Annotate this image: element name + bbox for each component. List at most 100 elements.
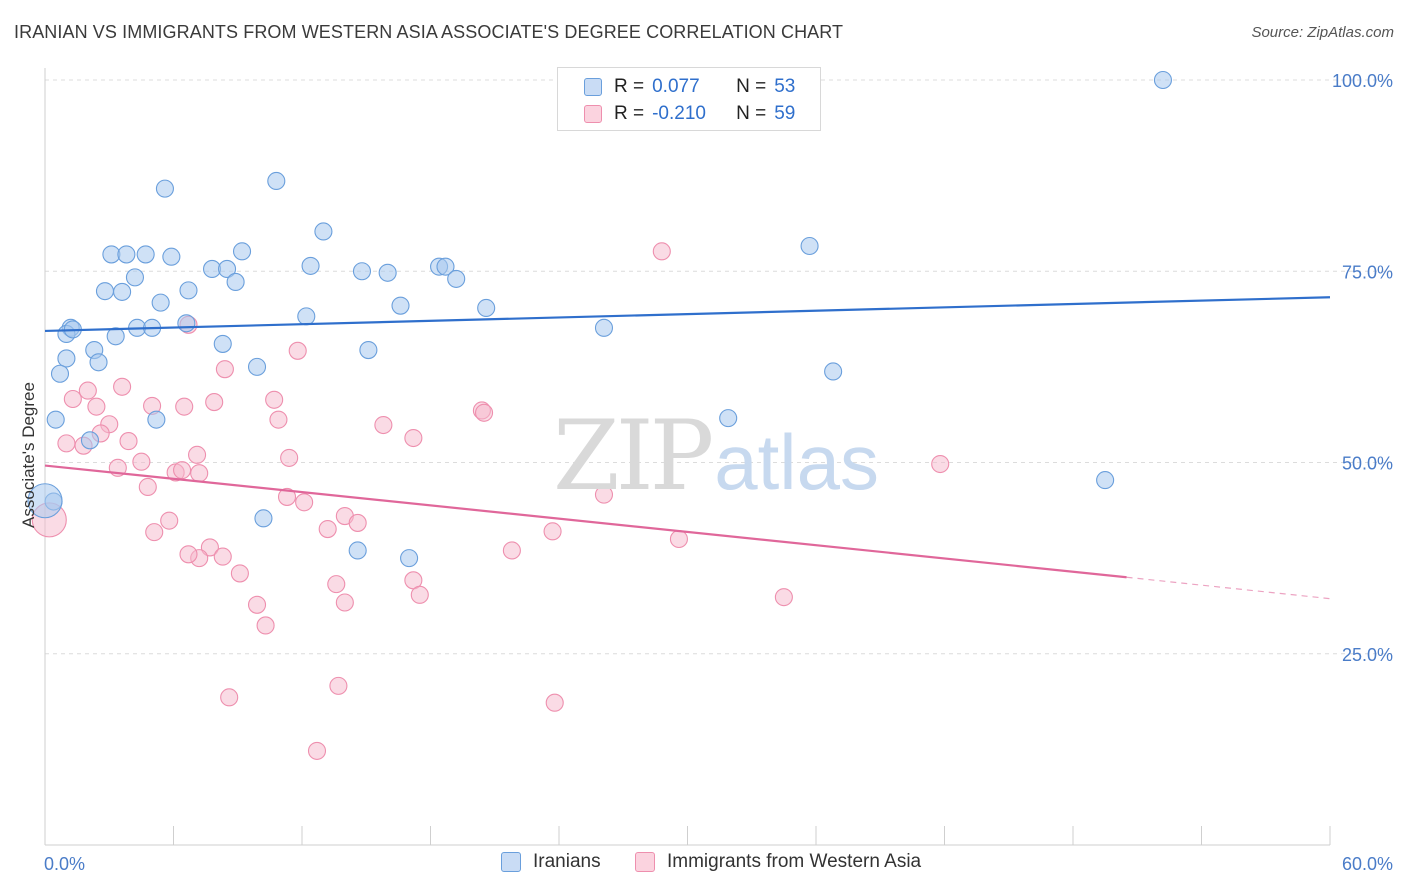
point-immigrant: [63, 389, 82, 409]
legend-row-iranians: R = 0.077 N = 53: [584, 73, 795, 101]
point-iranian: [46, 410, 65, 429]
x-tick-label: 0.0%: [44, 854, 85, 874]
point-immigrant: [774, 588, 793, 607]
point-immigrant: [78, 381, 97, 400]
trend-lines: [44, 296, 1331, 600]
point-immigrant: [404, 428, 423, 448]
point-iranian: [50, 364, 70, 383]
y-tick-label: 25.0%: [1342, 645, 1393, 665]
y-axis-label: Associate's Degree: [19, 382, 38, 528]
point-iranian: [89, 353, 108, 372]
point-immigrant: [269, 410, 288, 429]
legend-row-immigrants: R = -0.210 N = 59: [584, 100, 795, 128]
point-iranian: [213, 334, 232, 353]
trend-line-iranians: [44, 296, 1331, 333]
point-immigrant: [594, 485, 614, 504]
point-immigrant: [175, 397, 194, 416]
point-iranian: [824, 362, 843, 381]
legend-n-label: N =: [736, 103, 767, 124]
point-immigrant: [145, 523, 164, 542]
point-iranian: [719, 409, 738, 428]
point-immigrant: [190, 464, 209, 483]
point-immigrant: [502, 541, 521, 560]
legend-n-value: 53: [774, 76, 796, 97]
point-immigrant: [179, 545, 198, 564]
legend-r-value: 0.077: [652, 76, 700, 97]
legend-n-label: N =: [736, 76, 767, 97]
point-iranian: [297, 307, 316, 326]
point-iranian: [254, 509, 273, 528]
point-iranian: [447, 269, 466, 288]
legend-item-iranians[interactable]: Iranians: [501, 851, 601, 873]
point-immigrant: [256, 616, 275, 635]
point-immigrant: [87, 397, 106, 416]
point-immigrant: [348, 513, 367, 532]
point-immigrant: [200, 538, 219, 557]
point-immigrant: [132, 452, 151, 471]
legend-swatch-immigrants: [635, 852, 655, 872]
point-immigrant: [318, 520, 337, 539]
point-immigrant: [543, 522, 562, 541]
legend-swatch-immigrants: [584, 105, 602, 123]
legend-r-value: -0.210: [652, 103, 706, 124]
point-iranian: [359, 340, 378, 360]
point-iranian: [217, 259, 237, 279]
point-immigrant: [652, 242, 671, 261]
point-immigrant: [335, 593, 354, 612]
point-immigrant: [213, 547, 232, 566]
point-immigrant: [205, 393, 224, 412]
point-immigrant: [160, 511, 179, 530]
point-iranian: [1096, 471, 1115, 490]
point-immigrant: [113, 377, 132, 396]
legend-r-label: R =: [614, 76, 645, 97]
point-iranian: [147, 410, 166, 429]
point-iranian: [314, 222, 333, 241]
point-immigrant: [188, 445, 207, 464]
point-iranian: [117, 245, 136, 264]
point-immigrant: [669, 529, 688, 549]
point-iranian: [247, 357, 267, 376]
point-iranian: [1153, 70, 1172, 90]
point-immigrant: [295, 493, 314, 512]
legend-item-immigrants[interactable]: Immigrants from Western Asia: [635, 851, 921, 873]
point-iranian: [378, 263, 397, 282]
point-iranian: [301, 256, 320, 275]
series-immigrants: [31, 242, 950, 760]
point-iranian: [57, 349, 76, 368]
point-iranian: [155, 179, 174, 198]
legend-label-immigrants: Immigrants from Western Asia: [667, 851, 922, 872]
point-iranian: [80, 431, 100, 450]
y-tick-label: 50.0%: [1342, 454, 1393, 474]
point-iranian: [477, 298, 496, 318]
tick-labels: 25.0% 50.0% 75.0% 100.0% 0.0% 60.0%: [44, 71, 1393, 874]
point-immigrant: [307, 741, 327, 760]
point-iranian: [267, 171, 286, 191]
x-tick-label: 60.0%: [1342, 854, 1393, 874]
point-iranian: [27, 483, 63, 519]
legend-r-label: R =: [614, 103, 645, 124]
point-immigrant: [277, 487, 297, 506]
legend-n-value: 59: [774, 103, 796, 124]
legend-swatch-iranians: [584, 78, 602, 96]
legend-label-iranians: Iranians: [533, 851, 601, 872]
stats-legend: R = 0.077 N = 53 R = -0.210 N = 59: [557, 67, 821, 131]
y-tick-label: 75.0%: [1342, 262, 1393, 282]
point-iranian: [352, 262, 372, 281]
point-immigrant: [57, 434, 76, 453]
axes: [44, 68, 1331, 846]
chart-title: IRANIAN VS IMMIGRANTS FROM WESTERN ASIA …: [14, 22, 844, 42]
point-immigrant: [173, 461, 192, 480]
point-iranian: [232, 242, 252, 261]
point-iranian: [179, 281, 198, 300]
point-immigrant: [119, 432, 138, 451]
point-iranian: [151, 293, 170, 312]
point-iranian: [136, 245, 155, 264]
point-iranian: [594, 318, 614, 337]
y-tick-label: 100.0%: [1332, 71, 1393, 91]
point-immigrant: [265, 390, 284, 409]
point-iranian: [106, 327, 125, 346]
point-immigrant: [474, 403, 494, 422]
point-immigrant: [215, 360, 234, 379]
series-iranians: [27, 70, 1172, 568]
point-iranian: [436, 257, 455, 276]
